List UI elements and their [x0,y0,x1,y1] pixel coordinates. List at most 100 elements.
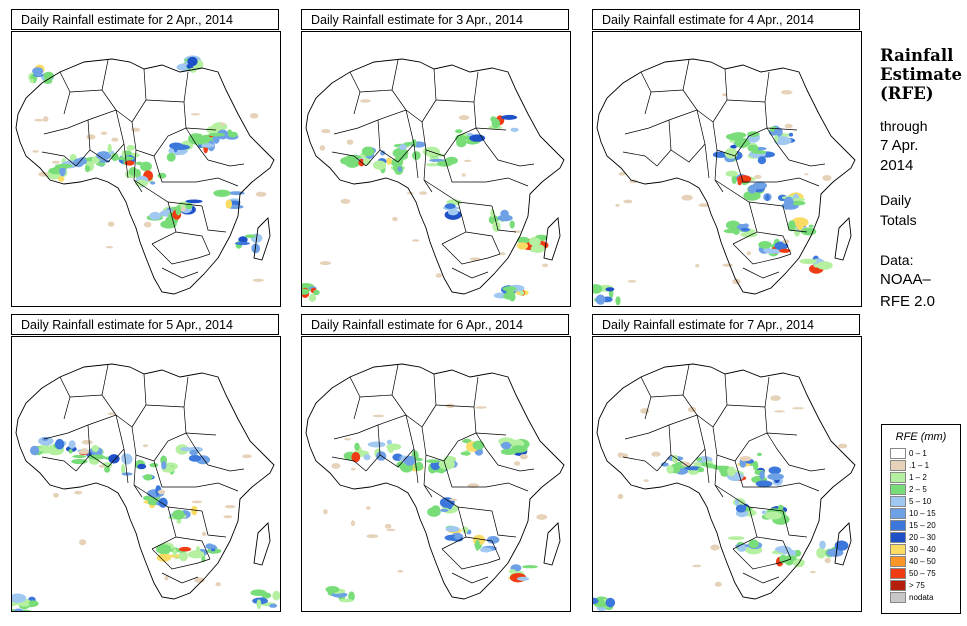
rainfall-cell [510,127,519,132]
land-area [306,364,564,599]
country-border [443,460,486,488]
rainfall-cell [150,181,156,185]
trace-rain-cell [340,198,351,204]
rainfall-cell [757,156,767,165]
country-border [485,177,529,187]
legend-label: 30 – 40 [909,545,936,554]
rainfall-cell [238,236,248,244]
rainfall-cell [149,463,159,468]
rainfall-cell [500,448,518,455]
trace-rain-cell [746,251,751,256]
trace-rain-cell [321,129,331,134]
africa-map [302,58,565,302]
country-border [75,448,125,472]
product-title: Rainfall Estimate (RFE) [880,46,962,103]
rainfall-cell [759,470,765,480]
legend-item: 15 – 20 [890,520,959,531]
rainfall-cell [302,288,310,295]
country-border [732,243,780,265]
panel-title: Daily Rainfall estimate for 7 Apr., 2014 [592,314,860,335]
rainfall-cell [605,597,616,608]
country-border [776,482,820,492]
rainfall-cell [696,457,703,462]
rainfall-cell [819,540,826,549]
rainfall-cell [367,441,386,448]
rainfall-cell [361,146,375,157]
legend-swatch [890,460,906,471]
country-border [497,464,535,472]
legend-swatch [890,568,906,579]
country-border [185,127,209,161]
rainfall-cell [788,132,794,137]
country-border [766,127,790,161]
rainfall-cell [250,589,267,596]
trace-rain-cell [331,463,341,469]
country-border [197,558,211,564]
trace-rain-cell [469,257,481,261]
panel-title: Daily Rainfall estimate for 5 Apr., 2014 [11,314,279,335]
rainfall-cell [189,449,198,456]
rainfall-cell [734,498,740,506]
legend-label: .1 – 1 [909,461,930,470]
trace-rain-cell [435,273,443,278]
rainfall-cell [475,539,480,551]
rainfall-cell [126,144,136,151]
rainfall-cell [605,287,615,292]
rainfall-cell [445,526,460,533]
country-border [413,143,419,179]
rainfall-cell [108,454,120,464]
rainfall-cell [176,519,182,524]
coastline [596,363,856,600]
country-border [782,205,808,233]
trace-rain-cell [406,192,414,195]
country-border [451,572,489,584]
rainfall-cell [210,548,216,552]
legend-swatch [890,484,906,495]
legend-label: 0 – 1 [909,449,927,458]
country-border [153,460,196,488]
rainfall-cell [178,551,189,562]
rainfall-cell [208,132,226,137]
rainfall-cell [128,167,138,176]
country-border [331,456,367,472]
rainfall-cell [121,464,126,475]
rainfall-cell [345,155,363,160]
rainfall-cell [727,536,745,540]
country-border [734,460,777,488]
rainfall-cell [501,114,518,120]
africa-map [15,55,275,295]
country-border [405,414,415,450]
trace-rain-cell [615,203,620,207]
trace-rain-cell [164,575,169,581]
country-border [776,177,820,187]
rainfall-cell [373,160,387,170]
country-border [782,510,808,538]
country-border [153,155,196,183]
legend-swatch [890,496,906,507]
country-border [195,177,239,187]
trace-rain-cell [514,461,521,466]
trace-rain-cell [191,500,203,504]
rainfall-cell [175,204,182,216]
country-border [497,159,535,167]
trace-rain-cell [194,577,205,583]
rainfall-cell [773,127,783,137]
rainfall-cell [156,544,172,555]
trace-rain-cell [824,557,831,564]
legend-swatch [890,592,906,603]
country-border [778,253,792,259]
rainfall-cell [188,454,201,462]
trace-rain-cell [344,437,351,441]
rainfall-cell [768,466,782,475]
rainfall-cell [492,220,501,232]
data-source-line: NOAA– [880,271,931,288]
country-border [682,59,690,91]
trace-rain-cell [100,131,108,135]
country-border [41,151,77,167]
country-border [87,424,91,456]
rainfall-cell [455,129,463,134]
rainfall-cell [13,608,24,611]
rainfall-cell [516,242,529,250]
daily-totals-line: Daily [880,192,912,208]
rainfall-cell [96,162,106,166]
